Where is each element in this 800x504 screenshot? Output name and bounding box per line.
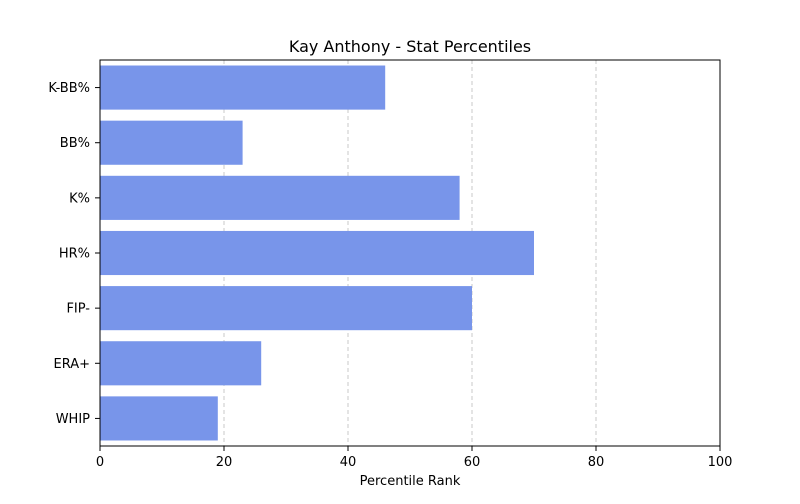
y-tick-label: K-BB% <box>48 81 90 96</box>
bar-k- <box>100 175 460 220</box>
bar-k-bb- <box>100 65 386 110</box>
x-ticks: 0 20 40 60 80 100 <box>96 446 733 470</box>
y-tick-label: HR% <box>59 247 90 262</box>
y-tick-label: FIP- <box>66 302 90 317</box>
x-tick-label: 60 <box>464 455 481 470</box>
x-tick-label: 40 <box>340 455 357 470</box>
bars <box>100 65 534 441</box>
bar-bb- <box>100 120 243 165</box>
bar-fip- <box>100 286 472 331</box>
y-ticks: WHIP ERA+ FIP- HR% K% BB% K-BB% <box>48 81 100 427</box>
y-tick-label: WHIP <box>56 412 90 427</box>
y-tick-label: K% <box>69 191 90 206</box>
bar-era- <box>100 341 262 386</box>
chart-title: Kay Anthony - Stat Percentiles <box>289 37 531 56</box>
bar-hr- <box>100 230 534 276</box>
x-tick-label: 100 <box>708 455 733 470</box>
x-tick-label: 0 <box>96 455 104 470</box>
x-tick-label: 80 <box>588 455 605 470</box>
x-tick-label: 20 <box>216 455 233 470</box>
bar-whip <box>100 396 218 441</box>
x-axis-label: Percentile Rank <box>360 474 461 489</box>
y-tick-label: ERA+ <box>53 357 90 372</box>
y-tick-label: BB% <box>60 136 90 151</box>
